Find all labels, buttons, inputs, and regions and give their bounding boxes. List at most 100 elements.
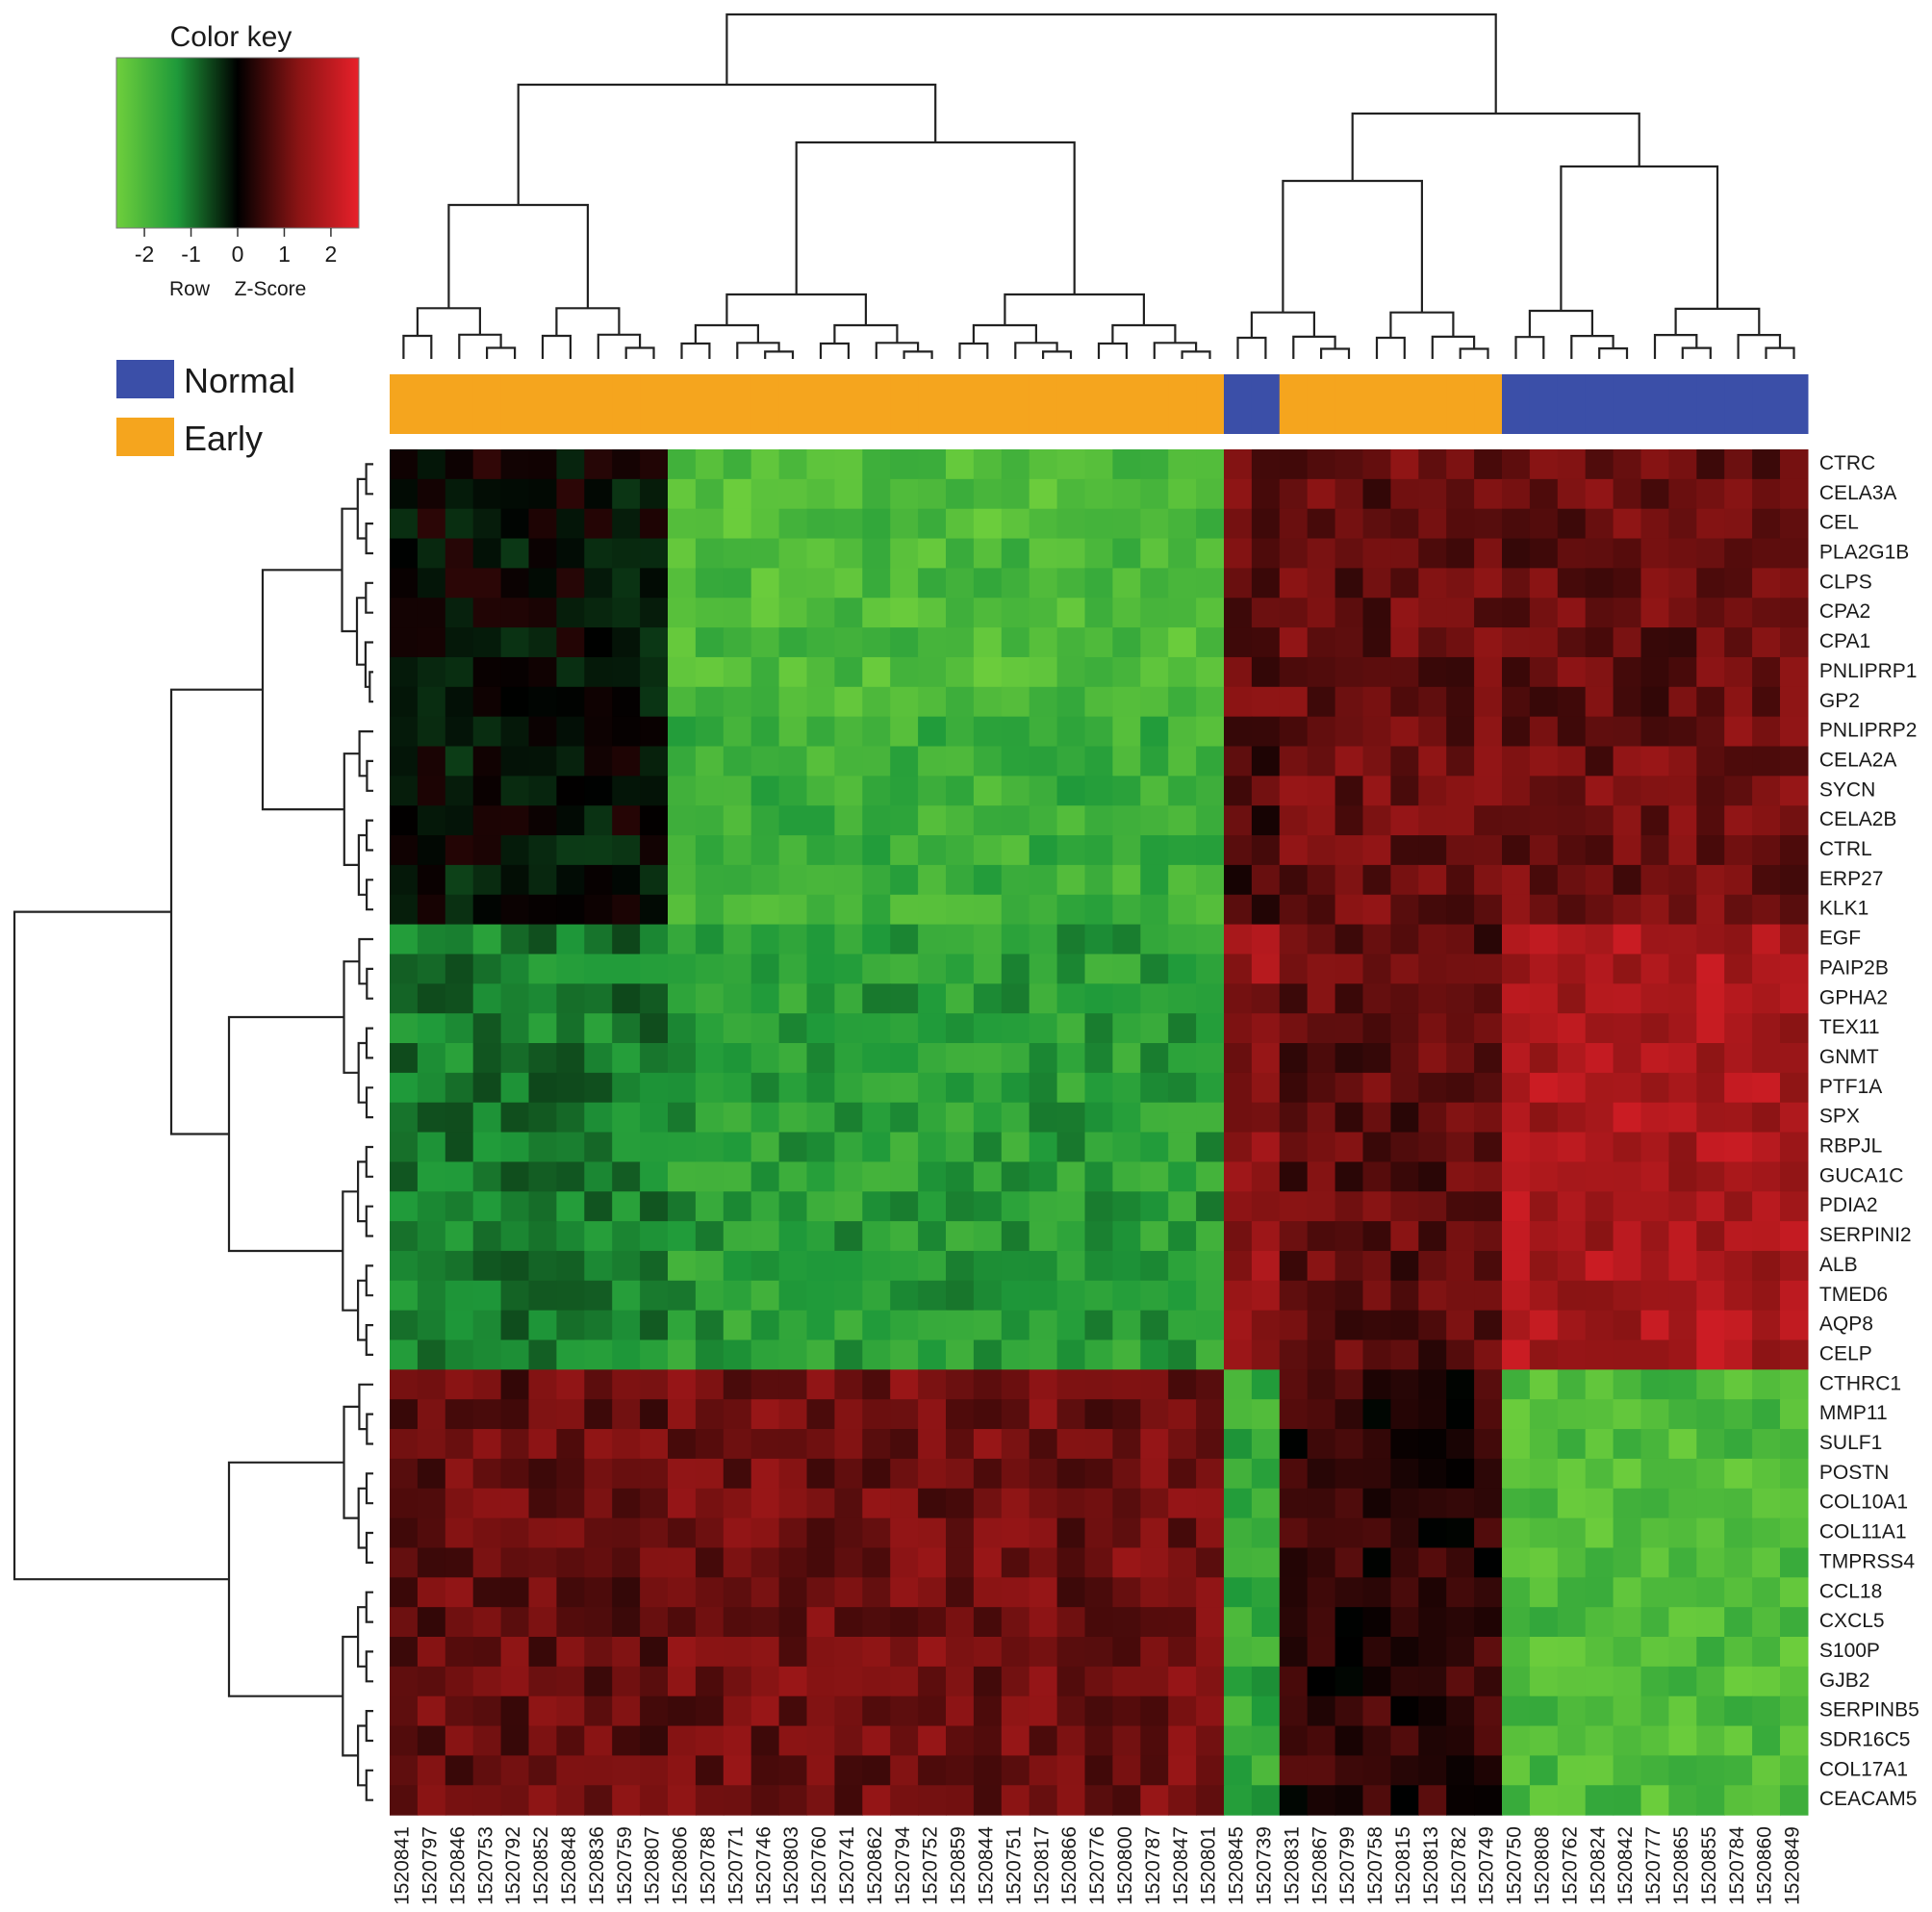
heatmap-cell bbox=[1112, 508, 1141, 540]
heatmap-cell bbox=[612, 1429, 641, 1460]
heatmap-cell bbox=[834, 1637, 863, 1668]
heatmap-cell bbox=[668, 627, 697, 658]
heatmap-cell bbox=[668, 1072, 697, 1104]
heatmap-cell bbox=[890, 1161, 919, 1192]
heatmap-cell bbox=[1752, 1695, 1781, 1727]
heatmap-cell bbox=[445, 1132, 474, 1162]
dendrogram-branch bbox=[365, 523, 373, 555]
heatmap-cell bbox=[1613, 835, 1642, 866]
heatmap-cell bbox=[500, 1072, 530, 1104]
heatmap-cell bbox=[1696, 1607, 1725, 1638]
heatmap-cell bbox=[918, 568, 947, 599]
heatmap-cell bbox=[1112, 1725, 1141, 1756]
heatmap-cell bbox=[612, 449, 641, 480]
sample-label: 1520817 bbox=[1030, 1826, 1053, 1905]
heatmap-cell bbox=[1585, 449, 1614, 480]
gene-label: TMED6 bbox=[1819, 1284, 1888, 1306]
heatmap-cell bbox=[612, 1637, 641, 1668]
heatmap-cell bbox=[556, 835, 585, 866]
heatmap-cell bbox=[695, 449, 724, 480]
heatmap-cell bbox=[500, 716, 530, 748]
sample-label: 1520797 bbox=[419, 1826, 442, 1905]
heatmap-cell bbox=[472, 1547, 502, 1578]
heatmap-cell bbox=[946, 924, 975, 956]
heatmap-cell bbox=[723, 746, 752, 777]
heatmap-cell bbox=[973, 449, 1003, 480]
heatmap-cell bbox=[1418, 478, 1447, 510]
heatmap-cell bbox=[1446, 1132, 1475, 1162]
heatmap-cell bbox=[1001, 746, 1030, 777]
heatmap-cell bbox=[1029, 1191, 1058, 1222]
heatmap-cell bbox=[640, 983, 669, 1014]
heatmap-cell bbox=[1084, 1695, 1113, 1727]
heatmap-cell bbox=[1362, 1725, 1391, 1756]
heatmap-cell bbox=[1335, 1517, 1364, 1549]
heatmap-cell bbox=[472, 568, 502, 599]
heatmap-cell bbox=[1001, 1725, 1030, 1756]
heatmap-cell bbox=[1780, 1369, 1809, 1400]
heatmap-cell bbox=[1696, 805, 1725, 836]
heatmap-cell bbox=[1668, 1429, 1697, 1460]
heatmap-cell bbox=[1112, 1755, 1141, 1786]
heatmap-cell bbox=[806, 538, 835, 569]
heatmap-cell bbox=[1502, 1043, 1531, 1074]
heatmap-cell bbox=[1224, 1458, 1253, 1490]
heatmap-cell bbox=[806, 656, 835, 688]
heatmap-cell bbox=[584, 1072, 613, 1104]
sample-group-cell bbox=[528, 374, 557, 434]
heatmap-cell bbox=[973, 1399, 1003, 1430]
heatmap-cell bbox=[695, 1458, 724, 1490]
heatmap-cell bbox=[1001, 1547, 1030, 1578]
gene-label: EGF bbox=[1819, 928, 1861, 950]
gene-label: CEL bbox=[1819, 512, 1859, 534]
dendrogram-branch bbox=[1181, 350, 1211, 359]
heatmap-cell bbox=[1780, 1785, 1809, 1816]
heatmap-cell bbox=[584, 776, 613, 806]
heatmap-cell bbox=[1502, 627, 1531, 658]
heatmap-cell bbox=[1001, 538, 1030, 569]
heatmap-cell bbox=[1251, 1785, 1281, 1816]
heatmap-cell bbox=[1696, 449, 1725, 480]
heatmap-cell bbox=[834, 656, 863, 688]
heatmap-cell bbox=[806, 1785, 835, 1816]
heatmap-cell bbox=[1084, 1161, 1113, 1192]
heatmap-cell bbox=[1224, 1577, 1253, 1608]
heatmap-cell bbox=[695, 1102, 724, 1134]
heatmap-cell bbox=[1640, 1785, 1669, 1816]
heatmap-cell bbox=[668, 1369, 697, 1400]
heatmap-cell bbox=[1529, 1755, 1559, 1786]
sample-label: 1520782 bbox=[1448, 1826, 1470, 1905]
heatmap-cell bbox=[1502, 776, 1531, 806]
heatmap-cell bbox=[1084, 1280, 1113, 1312]
heatmap-cell bbox=[390, 1458, 419, 1490]
heatmap-cell bbox=[973, 1102, 1003, 1134]
heatmap-cell bbox=[750, 449, 780, 480]
heatmap-cell bbox=[1112, 1310, 1141, 1341]
heatmap-cell bbox=[417, 1755, 446, 1786]
heatmap-cell bbox=[1001, 449, 1030, 480]
heatmap-cell bbox=[1724, 716, 1753, 748]
heatmap-cell bbox=[1279, 805, 1309, 836]
heatmap-cell bbox=[1724, 746, 1753, 777]
heatmap-cell bbox=[1418, 449, 1447, 480]
heatmap-cell bbox=[668, 1250, 697, 1282]
heatmap-cell bbox=[778, 1785, 808, 1816]
heatmap-cell bbox=[668, 716, 697, 748]
heatmap-cell bbox=[1557, 1013, 1587, 1044]
heatmap-cell bbox=[1335, 1725, 1364, 1756]
sample-group-cell bbox=[1752, 374, 1781, 434]
heatmap-cell bbox=[1307, 1072, 1336, 1104]
heatmap-cell bbox=[1418, 1280, 1447, 1312]
sample-label: 1520844 bbox=[976, 1826, 998, 1905]
heatmap-cell bbox=[668, 1221, 697, 1252]
heatmap-cell bbox=[1168, 746, 1197, 777]
heatmap-cell bbox=[1224, 1339, 1253, 1370]
heatmap-cell bbox=[834, 1369, 863, 1400]
heatmap-cell bbox=[806, 1637, 835, 1668]
heatmap-cell bbox=[723, 1755, 752, 1786]
heatmap-cell bbox=[1029, 478, 1058, 510]
heatmap-cell bbox=[1112, 656, 1141, 688]
heatmap-cell bbox=[1613, 1072, 1642, 1104]
heatmap-cell bbox=[472, 1191, 502, 1222]
heatmap-cell bbox=[528, 1191, 557, 1222]
